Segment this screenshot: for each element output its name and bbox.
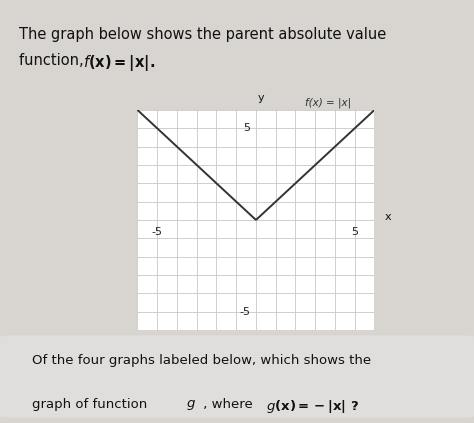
Text: Of the four graphs labeled below, which shows the: Of the four graphs labeled below, which … bbox=[32, 354, 371, 367]
Text: $\bf{\mathit{f}(x)=|x|.}$: $\bf{\mathit{f}(x)=|x|.}$ bbox=[83, 53, 155, 73]
Text: $\mathit{g}$: $\mathit{g}$ bbox=[186, 398, 196, 412]
Text: f(x) = |x|: f(x) = |x| bbox=[305, 98, 351, 108]
Text: 5: 5 bbox=[351, 227, 358, 237]
FancyBboxPatch shape bbox=[0, 335, 474, 418]
Text: $\mathit{g}$$\bf{(x)=-|x|}$ ?: $\mathit{g}$$\bf{(x)=-|x|}$ ? bbox=[266, 398, 359, 415]
Text: -5: -5 bbox=[152, 227, 163, 237]
Text: y: y bbox=[257, 93, 264, 103]
Text: The graph below shows the parent absolute value: The graph below shows the parent absolut… bbox=[19, 27, 386, 42]
Text: function,: function, bbox=[19, 53, 88, 68]
Text: , where: , where bbox=[199, 398, 257, 411]
Text: -5: -5 bbox=[239, 307, 250, 316]
Text: x: x bbox=[384, 212, 391, 222]
Text: graph of function: graph of function bbox=[32, 398, 152, 411]
Text: 5: 5 bbox=[243, 124, 250, 133]
